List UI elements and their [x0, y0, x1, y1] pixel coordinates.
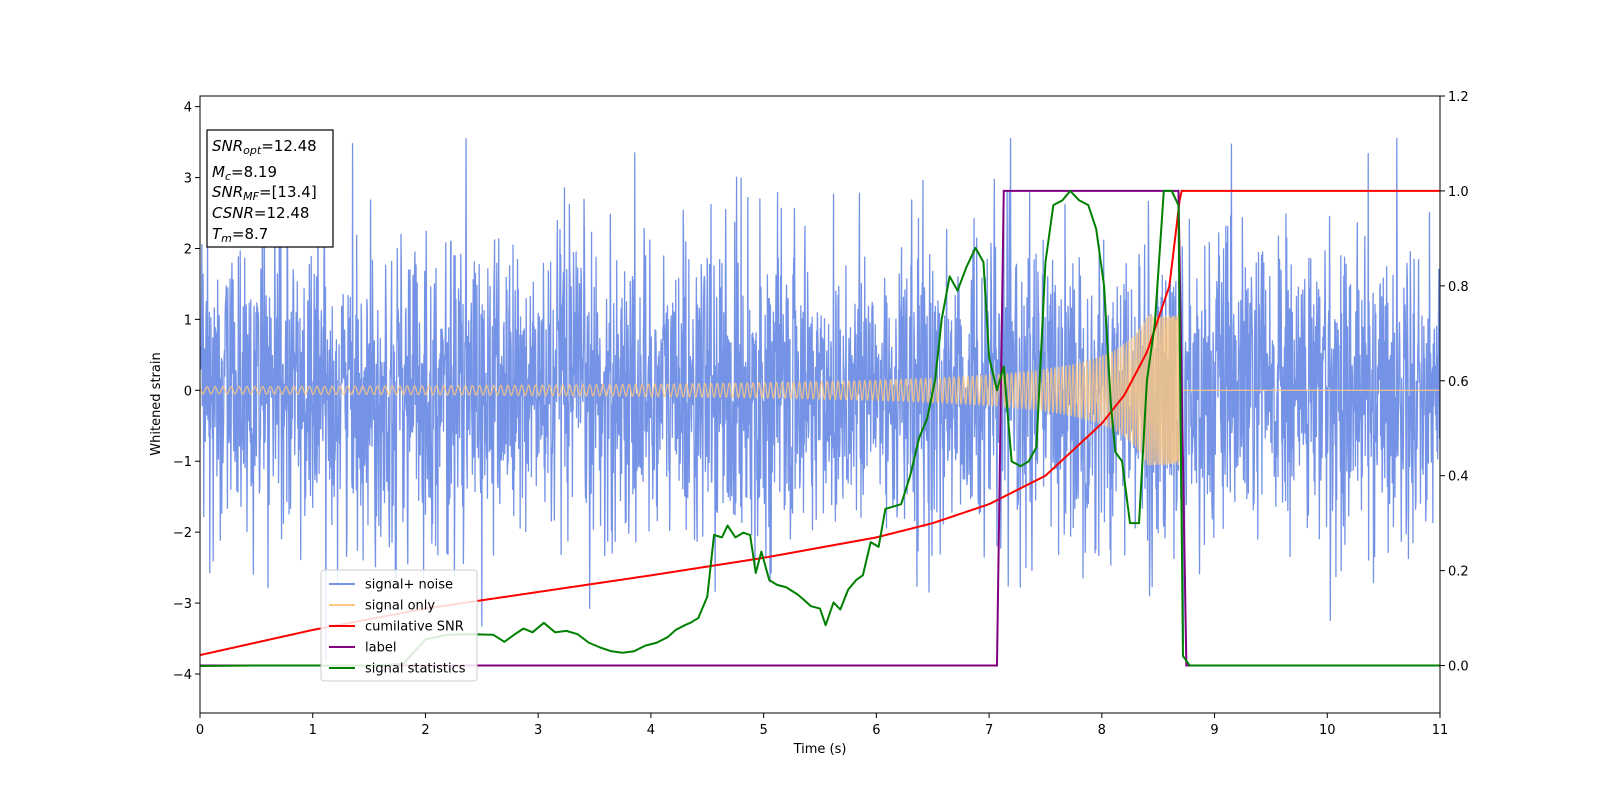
y-tick-label: 4 [184, 101, 192, 116]
y-right-tick-label: 1.2 [1448, 90, 1469, 105]
y-tick-label: 1 [184, 313, 192, 328]
y-right-tick-label: 0.6 [1448, 375, 1469, 390]
y-axis-left: −4 −3 −2 −1 0 1 2 3 4 [173, 101, 200, 683]
info-snr-opt-value: =12.48 [261, 137, 317, 155]
info-tm-sub: m [221, 232, 232, 245]
series-line-signal-only [200, 315, 1440, 466]
info-csnr: CSNR=12.48 [212, 204, 309, 222]
series-line-signal-noise [200, 137, 1440, 662]
y-tick-label: −4 [173, 668, 192, 683]
info-tm: Tm=8.7 [212, 225, 268, 245]
info-mc: Mc=8.19 [212, 163, 277, 183]
info-mc-value: =8.19 [231, 163, 277, 181]
x-tick-label: 4 [647, 723, 655, 738]
legend-label: signal statistics [365, 662, 466, 677]
info-mc-label: M [212, 163, 225, 181]
x-tick-label: 0 [196, 723, 204, 738]
x-axis-label: Time (s) [793, 742, 847, 757]
y-tick-label: 3 [184, 172, 192, 187]
x-tick-label: 10 [1319, 723, 1336, 738]
legend: signal+ noise signal only cumilative SNR la… [320, 569, 478, 682]
y-right-tick-label: 0.0 [1448, 660, 1469, 675]
info-snr-opt: SNRopt=12.48 [212, 137, 317, 157]
y-right-tick-label: 0.2 [1448, 565, 1469, 580]
y-tick-label: −2 [173, 526, 192, 541]
y-tick-label: −3 [173, 597, 192, 612]
y-tick-label: 2 [184, 242, 192, 257]
x-tick-label: 1 [309, 723, 317, 738]
x-tick-label: 11 [1432, 723, 1449, 738]
x-tick-label: 9 [1210, 723, 1218, 738]
legend-label: cumilative SNR [365, 620, 464, 635]
info-csnr-value: =12.48 [254, 204, 310, 222]
info-tm-label: T [212, 225, 223, 243]
info-snr-mf-sub: MF [243, 190, 259, 203]
series-line-signal-statistics [200, 189, 1440, 668]
info-box-frame [206, 129, 334, 248]
x-tick-label: 2 [421, 723, 429, 738]
info-snr-opt-label: SNR [212, 137, 243, 155]
legend-label: signal only [365, 599, 435, 614]
y-right-tick-label: 0.4 [1448, 470, 1469, 485]
y-tick-label: 0 [184, 384, 192, 399]
plot-frame [199, 95, 1441, 714]
info-snr-opt-sub: opt [243, 144, 262, 157]
y-axis-right: 0.0 0.2 0.4 0.6 0.8 1.0 1.2 [1440, 90, 1469, 675]
legend-frame [320, 569, 478, 682]
info-csnr-label: CSNR [212, 204, 254, 222]
info-mc-sub: c [225, 170, 231, 183]
legend-label: label [365, 641, 396, 656]
y-right-tick-label: 1.0 [1448, 185, 1469, 200]
x-axis: 0 1 2 3 4 5 6 7 8 9 10 11 [196, 713, 1448, 738]
legend-label: signal+ noise [365, 578, 453, 593]
y-axis-label: Whitened strain [149, 352, 164, 455]
info-snr-mf: SNRMF=[13.4] [212, 183, 317, 203]
x-tick-label: 5 [759, 723, 767, 738]
x-tick-label: 6 [872, 723, 880, 738]
y-right-tick-label: 0.8 [1448, 280, 1469, 295]
x-tick-label: 8 [1098, 723, 1106, 738]
info-box: SNRopt=12.48 Mc=8.19 SNRMF=[13.4] CSNR=1… [206, 129, 334, 248]
y-tick-label: −1 [173, 455, 192, 470]
info-snr-mf-label: SNR [212, 183, 243, 201]
info-tm-value: =8.7 [232, 225, 268, 243]
info-snr-mf-value: =[13.4] [259, 183, 317, 201]
x-tick-label: 3 [534, 723, 542, 738]
x-tick-label: 7 [985, 723, 993, 738]
